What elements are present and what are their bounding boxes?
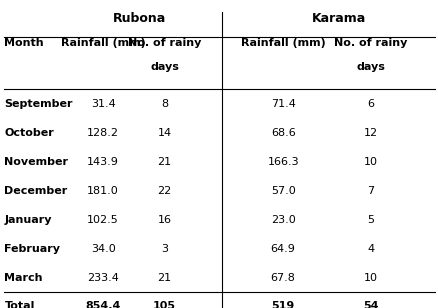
Text: 12: 12	[363, 128, 377, 138]
Text: 21: 21	[157, 273, 171, 282]
Text: 105: 105	[153, 302, 176, 308]
Text: Total: Total	[4, 302, 35, 308]
Text: 3: 3	[161, 244, 168, 253]
Text: 68.6: 68.6	[270, 128, 295, 138]
Text: 16: 16	[157, 215, 171, 225]
Text: 31.4: 31.4	[91, 99, 115, 109]
Text: Karama: Karama	[311, 12, 365, 25]
Text: 128.2: 128.2	[87, 128, 119, 138]
Text: 54: 54	[362, 302, 378, 308]
Text: 64.9: 64.9	[270, 244, 295, 253]
Text: Rainfall (mm): Rainfall (mm)	[240, 38, 325, 48]
Text: 519: 519	[271, 302, 294, 308]
Text: No. of rainy

days: No. of rainy days	[127, 38, 201, 72]
Text: 8: 8	[161, 99, 168, 109]
Text: November: November	[4, 157, 68, 167]
Text: 14: 14	[157, 128, 171, 138]
Text: 57.0: 57.0	[270, 186, 295, 196]
Text: December: December	[4, 186, 67, 196]
Text: 6: 6	[367, 99, 374, 109]
Text: Month: Month	[4, 38, 44, 48]
Text: No. of rainy

days: No. of rainy days	[333, 38, 407, 72]
Text: March: March	[4, 273, 43, 282]
Text: 21: 21	[157, 157, 171, 167]
Text: October: October	[4, 128, 54, 138]
Text: 233.4: 233.4	[87, 273, 119, 282]
Text: Rainfall (mm): Rainfall (mm)	[60, 38, 145, 48]
Text: 23.0: 23.0	[270, 215, 295, 225]
Text: 67.8: 67.8	[270, 273, 295, 282]
Text: 22: 22	[157, 186, 171, 196]
Text: Rubona: Rubona	[113, 12, 166, 25]
Text: January: January	[4, 215, 52, 225]
Text: 71.4: 71.4	[270, 99, 295, 109]
Text: 10: 10	[363, 157, 377, 167]
Text: 102.5: 102.5	[87, 215, 119, 225]
Text: 181.0: 181.0	[87, 186, 119, 196]
Text: 854.4: 854.4	[85, 302, 120, 308]
Text: 10: 10	[363, 273, 377, 282]
Text: 34.0: 34.0	[91, 244, 115, 253]
Text: 143.9: 143.9	[87, 157, 119, 167]
Text: September: September	[4, 99, 73, 109]
Text: 166.3: 166.3	[267, 157, 298, 167]
Text: 7: 7	[367, 186, 374, 196]
Text: 4: 4	[367, 244, 374, 253]
Text: 5: 5	[367, 215, 374, 225]
Text: February: February	[4, 244, 60, 253]
